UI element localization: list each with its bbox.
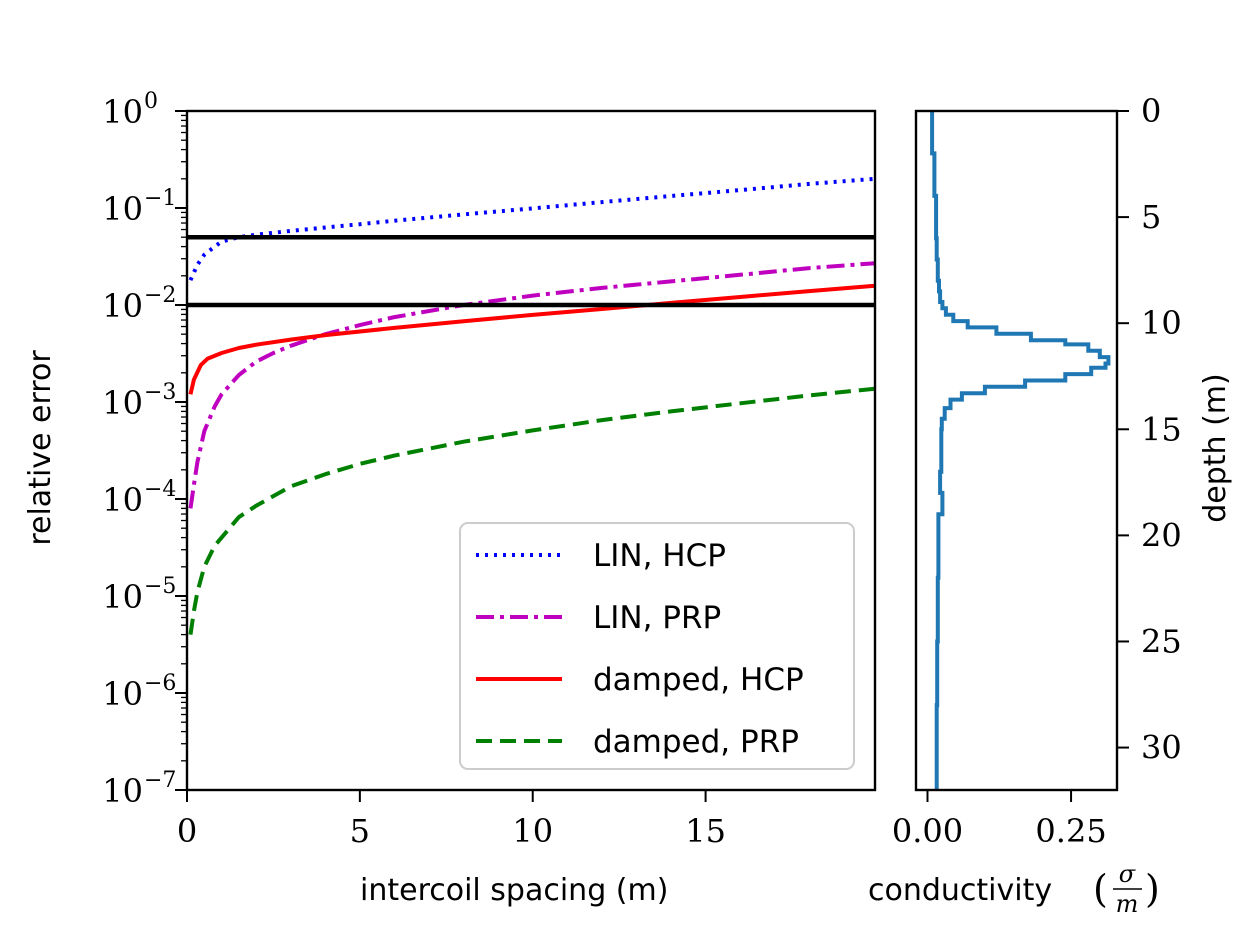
conductivity-profile-series <box>930 111 1111 790</box>
x-tick-label: 5 <box>350 812 370 850</box>
legend-label: damped, PRP <box>593 724 799 760</box>
legend-label: LIN, PRP <box>593 600 721 636</box>
y-tick-label-base: 10 <box>102 93 143 131</box>
depth-tick-label: 5 <box>1141 198 1161 236</box>
depth-tick-label: 0 <box>1141 92 1161 130</box>
depth-tick-label: 20 <box>1141 516 1182 554</box>
y-tick-label-base: 10 <box>102 384 143 422</box>
y-tick-label-exponent: −5 <box>144 574 176 599</box>
x-tick-label: 15 <box>685 812 726 850</box>
conductivity-axis-label: conductivity ( σ m ) <box>868 860 1160 918</box>
depth-tick-label: 15 <box>1141 410 1182 448</box>
y-tick-label-base: 10 <box>102 190 143 228</box>
conductivity-profile-line <box>930 111 1111 790</box>
y-tick-label-exponent: −7 <box>144 768 176 793</box>
y-tick-label-exponent: −4 <box>144 477 176 502</box>
conductivity-profile-frame <box>914 109 1119 792</box>
error-chart-x-ticks: 0 5 10 15 <box>177 790 726 850</box>
conductivity-profile-chart: 0 5 10 15 20 25 30 0.00 0.25 depth (m) conducti… <box>868 92 1233 918</box>
y-tick-label-exponent: −3 <box>144 380 176 405</box>
depth-axis-label: depth (m) <box>1198 373 1233 523</box>
y-tick-label-base: 10 <box>102 287 143 325</box>
error-chart-y-label: relative error <box>23 350 58 546</box>
conductivity-units-close-paren: ) <box>1145 867 1160 911</box>
depth-tick-label: 25 <box>1141 622 1182 660</box>
error-chart-threshold-lines <box>187 234 875 308</box>
y-tick-label-exponent: 0 <box>144 89 158 114</box>
conductivity-units-open-paren: ( <box>1093 867 1108 911</box>
conductivity-axis-ticks: 0.00 0.25 <box>892 790 1107 850</box>
series-line-lin-hcp <box>188 176 876 282</box>
depth-tick-label: 30 <box>1141 729 1182 767</box>
y-tick-label-base: 10 <box>102 772 143 810</box>
y-tick-label-exponent: −6 <box>144 671 176 696</box>
y-tick-label-base: 10 <box>102 481 143 519</box>
series-line-lin-prp <box>188 261 876 509</box>
conductivity-units-numerator: σ <box>1119 860 1136 888</box>
legend-box <box>459 522 855 770</box>
depth-axis-ticks: 0 5 10 15 20 25 30 <box>1117 92 1182 767</box>
legend: LIN, HCP LIN, PRP damped, HCP damped, PRP <box>459 522 855 770</box>
y-tick-label-exponent: −1 <box>144 186 176 211</box>
series-line-damped-prp <box>188 386 876 635</box>
conductivity-units-denominator: m <box>1116 890 1139 918</box>
legend-label: LIN, HCP <box>593 538 726 574</box>
y-tick-label-base: 10 <box>102 578 143 616</box>
y-tick-label-exponent: −2 <box>144 283 176 308</box>
error-chart-series <box>188 176 876 635</box>
depth-tick-label: 10 <box>1141 304 1182 342</box>
error-chart-frame <box>185 109 877 792</box>
series-line-damped-hcp <box>188 283 876 395</box>
conductivity-axis-label-text: conductivity <box>868 873 1052 908</box>
conductivity-tick-label: 0.00 <box>892 812 963 850</box>
error-chart-x-label: intercoil spacing (m) <box>360 873 668 908</box>
legend-label: damped, HCP <box>593 662 804 698</box>
x-tick-label: 0 <box>177 812 197 850</box>
x-tick-label: 10 <box>512 812 553 850</box>
conductivity-tick-label: 0.25 <box>1035 812 1106 850</box>
y-tick-label-base: 10 <box>102 675 143 713</box>
